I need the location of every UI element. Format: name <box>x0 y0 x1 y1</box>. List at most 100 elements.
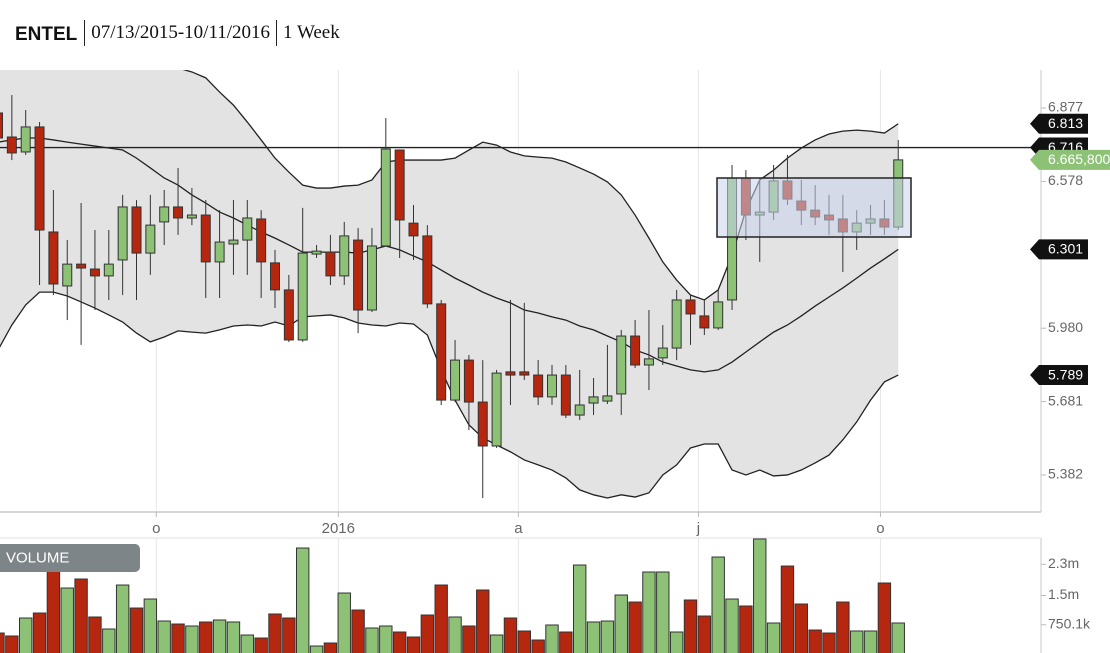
candle-body <box>560 374 571 416</box>
candle-body <box>353 239 364 311</box>
candle-body <box>616 335 627 395</box>
y-tick-label: 6.877 <box>1048 99 1083 115</box>
price-flag-label: 6.665,800 <box>1048 151 1110 167</box>
date-range: 07/13/2015-10/11/2016 <box>84 20 276 46</box>
candle-body <box>657 347 668 359</box>
volume-bar <box>780 565 795 653</box>
volume-bar <box>309 645 324 653</box>
volume-bar <box>5 635 19 653</box>
volume-bar <box>850 630 864 653</box>
drawn-rectangle <box>716 177 912 238</box>
volume-bar <box>199 621 213 653</box>
candle-body <box>311 250 322 255</box>
y-tick-label: 5.980 <box>1048 319 1083 335</box>
volume-bar <box>420 614 435 653</box>
volume-bar <box>683 599 698 653</box>
volume-bar <box>282 617 296 653</box>
candle-body <box>20 126 31 153</box>
volume-bar <box>559 631 573 653</box>
x-tick-label: o <box>876 520 884 537</box>
volume-bar <box>600 620 615 653</box>
candle-body <box>491 372 502 447</box>
volume-bar <box>115 584 130 653</box>
volume-bar <box>573 564 587 653</box>
bollinger-bands <box>0 70 899 499</box>
x-tick-label: 2016 <box>322 520 355 537</box>
y-tick-label: 5.681 <box>1048 392 1083 408</box>
volume-badge <box>0 544 140 572</box>
x-tick-label: a <box>514 520 523 537</box>
volume-title: VOLUME <box>6 549 69 566</box>
candle-body <box>256 218 267 263</box>
candle-body <box>394 149 405 221</box>
volume-bar <box>462 625 476 653</box>
volume-bar <box>46 570 61 653</box>
price-flag <box>1030 239 1088 260</box>
volume-bar <box>822 632 836 653</box>
volume-bar <box>129 607 144 653</box>
candle-body <box>214 241 225 263</box>
candle-body <box>463 359 474 403</box>
volume-bar <box>296 547 310 653</box>
price-flag <box>1030 113 1088 134</box>
volume-bar <box>74 578 88 653</box>
volume-bar <box>254 637 268 653</box>
volume-bar <box>0 632 5 653</box>
chart-header: ENTEL 07/13/2015-10/11/2016 1 Week <box>15 18 346 48</box>
candle-body <box>6 136 17 154</box>
axes: o 2016 a j o 5.382 5.681 5.980 6.578 6.877 2.3m 1.5… <box>152 99 1091 632</box>
candle-body <box>131 206 142 254</box>
volume-bar <box>406 636 421 653</box>
candle-body <box>0 112 3 139</box>
candle-body <box>103 263 114 277</box>
band-middle <box>0 137 899 373</box>
candle-body <box>533 374 544 398</box>
candle-body <box>547 374 557 398</box>
candle-body <box>283 289 294 341</box>
volume-bar <box>19 617 33 653</box>
band-lower <box>0 291 899 499</box>
volume-panel <box>0 538 905 653</box>
candle-body <box>643 358 654 366</box>
y-tick-label: 2.3m <box>1048 555 1079 571</box>
volume-bar <box>642 571 656 653</box>
candle-body <box>325 251 336 277</box>
volume-bar <box>531 639 545 653</box>
symbol: ENTEL <box>15 24 78 45</box>
candle-body <box>450 359 461 401</box>
candle-body <box>34 126 45 231</box>
volume-bar <box>365 627 379 653</box>
y-tick-label: 750.1k <box>1048 615 1091 631</box>
candle-body <box>48 231 59 285</box>
candle-body <box>519 371 530 376</box>
candle-body <box>145 224 156 254</box>
volume-bar <box>337 592 351 653</box>
volume-bar <box>171 623 185 653</box>
volume-bar <box>586 621 601 653</box>
volume-bar <box>877 582 892 653</box>
volume-bar <box>794 603 808 653</box>
candle-body <box>76 263 87 269</box>
volume-bar <box>697 615 712 653</box>
price-flag-label: 5.789 <box>1048 366 1083 382</box>
price-flag <box>1030 365 1088 386</box>
volume-bar <box>711 556 725 653</box>
volume-bar <box>240 634 255 653</box>
candle-body <box>228 239 239 245</box>
volume-bar <box>185 625 199 653</box>
volume-bar <box>268 613 282 653</box>
candle-body <box>422 235 433 305</box>
candle-body <box>588 396 599 404</box>
volume-bar <box>753 538 767 653</box>
volume-bar <box>656 571 670 653</box>
y-tick-label: 5.382 <box>1048 466 1083 482</box>
volume-bar <box>88 616 102 653</box>
price-flag <box>1030 149 1110 170</box>
candle-body <box>699 315 710 329</box>
volume-bar <box>503 617 518 653</box>
price-flag-label: 6.813 <box>1048 115 1083 131</box>
candle-body <box>436 303 447 401</box>
volume-bar <box>392 631 407 653</box>
volume-bar <box>448 616 462 653</box>
volume-bar <box>351 609 365 653</box>
